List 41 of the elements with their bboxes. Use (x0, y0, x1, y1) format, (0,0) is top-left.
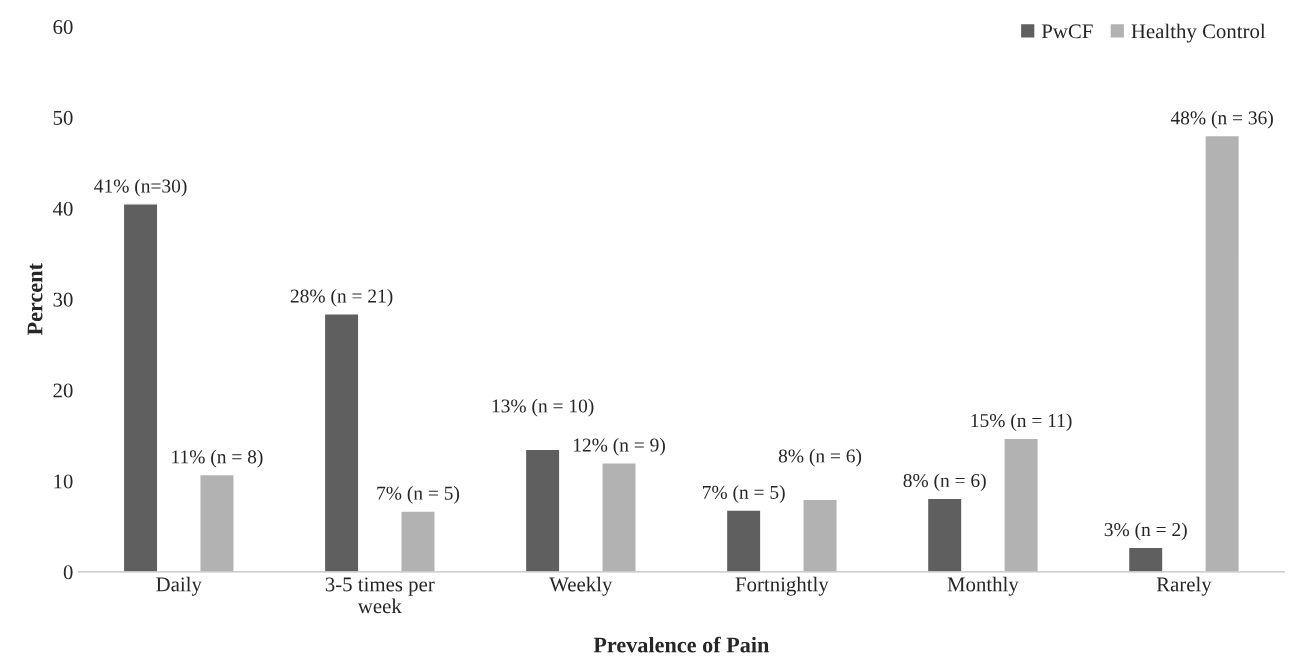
bar (1204, 134, 1241, 572)
bar (122, 203, 159, 572)
legend-label: Healthy Control (1131, 23, 1266, 43)
y-tick-label: 10 (54, 474, 73, 489)
data-label: 15% (n = 11) (971, 413, 1072, 432)
data-label: 11% (n = 8) (172, 449, 263, 468)
data-label: 8% (n = 6) (903, 473, 986, 492)
bar (725, 509, 762, 572)
x-tick-label: Monthly (947, 576, 1019, 596)
bar (926, 497, 963, 572)
legend-label: PwCF (1041, 24, 1093, 39)
x-tick-label: 3-5 times per week (325, 577, 435, 614)
data-label: 7% (n = 5) (703, 485, 785, 503)
bar (802, 498, 838, 572)
data-label: 7% (n = 5) (377, 486, 460, 504)
x-tick-label: Rarely (1156, 576, 1212, 596)
x-tick-label: Daily (156, 576, 202, 596)
x-tick-label: Weekly (549, 576, 613, 596)
x-axis-title: Prevalence of Pain (593, 636, 770, 653)
y-tick-label: 0 (63, 565, 73, 580)
bar (1127, 546, 1164, 572)
bar (400, 510, 436, 572)
data-label: 8% (n = 6) (778, 448, 862, 467)
data-label: 28% (n = 21) (290, 288, 393, 307)
y-tick-label: 20 (53, 383, 73, 398)
bar (199, 473, 235, 572)
bar (601, 462, 637, 572)
data-label: 48% (n = 36) (1170, 110, 1273, 129)
bar (1003, 437, 1039, 572)
data-label: 12% (n = 9) (573, 437, 665, 456)
y-axis-title: Percent (27, 263, 43, 336)
bar (524, 448, 561, 572)
data-label: 13% (n = 10) (492, 398, 594, 417)
y-tick-label: 60 (53, 19, 73, 35)
data-label: 41% (n=30) (94, 178, 187, 197)
y-tick-label: 40 (52, 201, 73, 216)
y-tick-label: 30 (53, 292, 73, 307)
bar (323, 313, 360, 572)
y-tick-label: 50 (53, 110, 73, 125)
x-tick-label: Fortnightly (735, 576, 829, 596)
data-label: 3% (n = 2) (1104, 522, 1187, 541)
